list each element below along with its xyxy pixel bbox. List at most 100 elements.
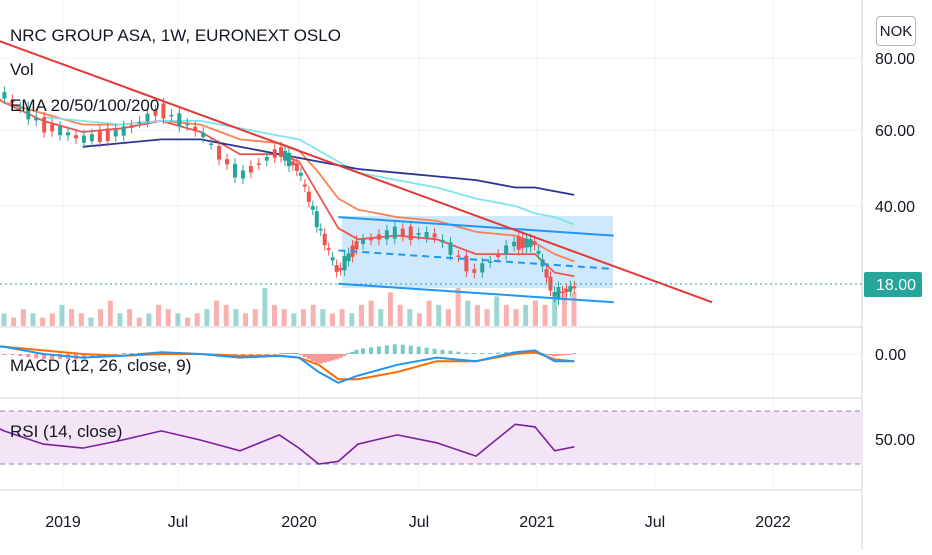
volume-bar bbox=[542, 304, 548, 326]
candle-body bbox=[177, 113, 182, 127]
volume-bar bbox=[436, 304, 442, 326]
macd-histogram-bar bbox=[440, 349, 445, 354]
macd-histogram-bar bbox=[256, 354, 261, 356]
volume-bar bbox=[339, 309, 345, 326]
macd-histogram-bar bbox=[322, 354, 327, 363]
candle-body bbox=[346, 253, 351, 262]
currency-button[interactable]: NOK bbox=[876, 16, 916, 46]
last-price-label: 18.00 bbox=[876, 277, 916, 294]
candle-body bbox=[97, 130, 102, 142]
macd-histogram-bar bbox=[346, 353, 351, 354]
candle-body bbox=[480, 263, 485, 273]
candle-body bbox=[113, 129, 118, 137]
volume-bar bbox=[252, 309, 258, 326]
candle-body bbox=[10, 99, 15, 103]
volume-bar bbox=[107, 300, 113, 326]
time-tick-label: 2019 bbox=[45, 514, 81, 531]
volume-bar bbox=[329, 313, 335, 326]
volume-bar bbox=[223, 304, 229, 326]
macd-histogram-bar bbox=[306, 354, 311, 359]
macd-histogram-bar bbox=[42, 354, 47, 359]
volume-bar bbox=[358, 304, 364, 326]
candle-body bbox=[552, 291, 557, 297]
volume-bar bbox=[98, 309, 104, 326]
candle-body bbox=[105, 128, 110, 141]
channel-mid-line[interactable] bbox=[338, 249, 614, 270]
macd-histogram-bar bbox=[10, 354, 15, 356]
macd-histogram-bar bbox=[314, 354, 319, 364]
candle-body bbox=[240, 170, 245, 179]
candle-body bbox=[121, 126, 126, 136]
macd-histogram-bar bbox=[342, 354, 347, 356]
volume-bar bbox=[397, 304, 403, 326]
volume-bar bbox=[368, 300, 374, 326]
macd-histogram-bar bbox=[376, 346, 381, 354]
candle-body bbox=[73, 135, 78, 139]
candle-body bbox=[456, 255, 461, 257]
macd-histogram-bar bbox=[34, 354, 39, 359]
macd-histogram-bar bbox=[552, 354, 557, 357]
macd-histogram-bar bbox=[50, 354, 55, 359]
candle-body bbox=[368, 238, 373, 241]
volume-bar bbox=[136, 317, 142, 326]
candle-body bbox=[58, 126, 63, 136]
candle-body bbox=[512, 241, 517, 247]
candle-body bbox=[556, 287, 561, 300]
volume-bar bbox=[78, 313, 84, 326]
macd-histogram-bar bbox=[480, 353, 485, 354]
macd-histogram-bar bbox=[310, 354, 315, 362]
time-tick-label: 2021 bbox=[519, 514, 555, 531]
price-tick-label: 80.00 bbox=[875, 51, 915, 68]
candle-body bbox=[129, 125, 134, 128]
candle-body bbox=[89, 134, 94, 142]
macd-histogram-bar bbox=[81, 354, 86, 359]
candle-body bbox=[520, 238, 525, 248]
volume-bar bbox=[455, 288, 461, 326]
volume-bar bbox=[445, 309, 451, 326]
ema-lines bbox=[0, 98, 575, 278]
volume-bar bbox=[204, 309, 210, 326]
candle-body bbox=[193, 126, 198, 132]
candle-body bbox=[564, 288, 569, 293]
time-tick-label: 2020 bbox=[281, 514, 317, 531]
macd-histogram-bar bbox=[298, 354, 303, 355]
candle-body bbox=[310, 206, 315, 210]
macd-histogram-bar bbox=[368, 347, 373, 354]
volume-bar bbox=[40, 317, 46, 326]
macd-histogram-bar bbox=[282, 353, 287, 354]
volume-bar bbox=[561, 288, 567, 326]
volume-bar bbox=[426, 300, 432, 326]
candle-body bbox=[472, 269, 477, 273]
candle-body bbox=[524, 238, 529, 248]
macd-histogram-bar bbox=[496, 352, 501, 354]
trendline[interactable] bbox=[0, 28, 713, 304]
macd-histogram-bar bbox=[572, 353, 577, 354]
volume-bar bbox=[484, 309, 490, 326]
rsi-line bbox=[0, 423, 575, 465]
candle-body bbox=[440, 239, 445, 243]
last-price-badge bbox=[864, 272, 922, 297]
volume-bar bbox=[1, 313, 7, 326]
candle-body bbox=[334, 265, 339, 272]
macd-histogram-bar bbox=[334, 354, 339, 360]
candle-body bbox=[432, 233, 437, 238]
channel-upper-line[interactable] bbox=[338, 216, 614, 237]
candle-body bbox=[185, 123, 190, 126]
rsi-band bbox=[0, 411, 862, 464]
candle-body bbox=[169, 114, 174, 117]
channel-lower-line[interactable] bbox=[338, 282, 614, 304]
volume-bar bbox=[513, 309, 519, 326]
volume-bar bbox=[300, 309, 306, 326]
volume-bar bbox=[194, 313, 200, 326]
macd-histogram-bar bbox=[286, 353, 291, 354]
macd-histogram-bar bbox=[504, 352, 509, 354]
candle-body bbox=[26, 107, 31, 120]
macd-histogram-bar bbox=[464, 352, 469, 354]
macd-histogram-bar bbox=[361, 348, 366, 354]
macd-histogram-bar bbox=[424, 347, 429, 354]
candle-body bbox=[290, 161, 295, 166]
candle-body bbox=[248, 166, 253, 173]
rsi-tick-label: 50.00 bbox=[875, 432, 915, 449]
